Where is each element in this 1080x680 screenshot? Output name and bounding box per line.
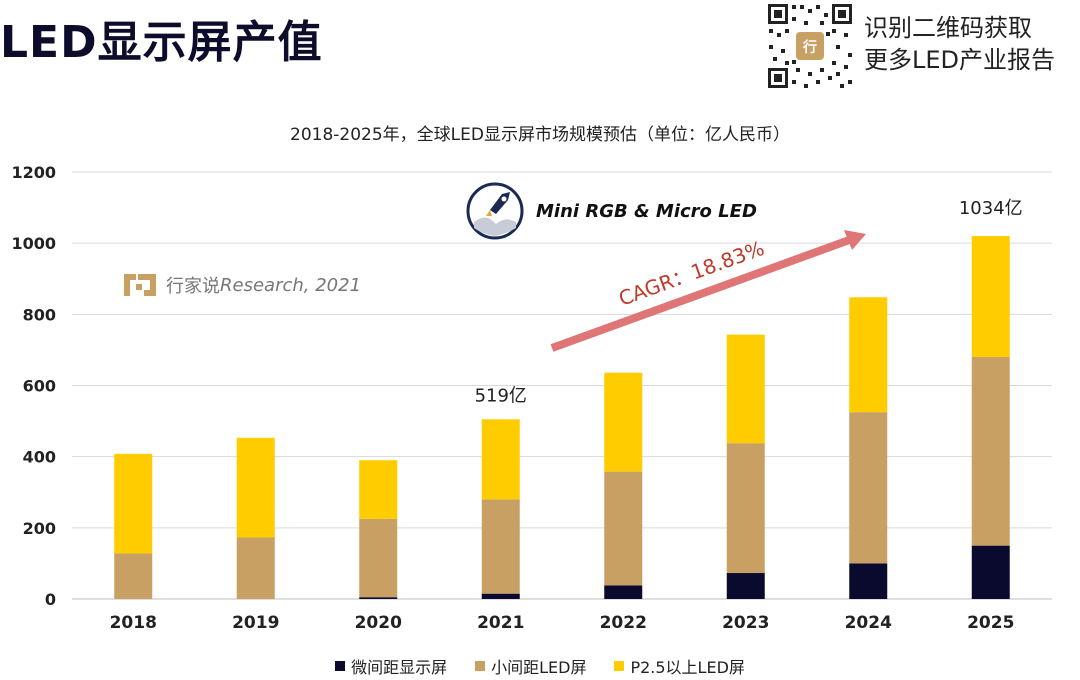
y-tick-label: 1000 [11, 234, 56, 253]
bar-segment [481, 419, 520, 500]
bar-segment [726, 334, 765, 444]
legend-item-p25: P2.5以上LED屏 [614, 654, 745, 678]
bar-segment [604, 585, 643, 599]
qr-caption-line2: 更多LED产业报告 [864, 46, 1056, 74]
bar-segment [604, 372, 643, 472]
qr-caption-line1: 识别二维码获取 [864, 14, 1032, 42]
x-tick-label: 2019 [232, 613, 279, 633]
legend-label: 微间距显示屏 [351, 658, 448, 677]
bar-segment [359, 518, 398, 598]
bar-segment [359, 597, 398, 599]
bar-segment [359, 460, 398, 519]
mini-micro-badge: Mini RGB & Micro LED [466, 182, 757, 240]
y-tick-label: 1200 [11, 163, 56, 182]
legend-swatch [614, 661, 625, 671]
watermark-cn: 行家说 [166, 276, 220, 297]
cagr-arrowhead [844, 230, 866, 250]
legend-label: P2.5以上LED屏 [630, 658, 745, 677]
rocket-icon [466, 182, 524, 240]
y-tick-label: 400 [23, 448, 56, 467]
bar-segment [849, 297, 888, 413]
x-tick-label: 2020 [355, 613, 402, 633]
x-tick-label: 2018 [110, 613, 157, 633]
chart-title: 2018-2025年，全球LED显示屏市场规模预估（单位：亿人民币） [290, 125, 790, 145]
stacked-bar-chart: 0 200 400 600 800 1000 1200 2018 2019 2020 2021 202… [11, 163, 1052, 633]
bar-segment [849, 412, 888, 564]
bar-segment [726, 443, 765, 574]
x-tick-label: 2023 [722, 613, 769, 633]
legend-item-small-pitch: 小间距LED屏 [475, 654, 586, 678]
cagr-arrow [550, 235, 854, 352]
bar-segment [114, 553, 153, 599]
bar-segment [114, 453, 153, 554]
bar-segment [481, 499, 520, 594]
legend-swatch [475, 661, 486, 671]
svg-text:行: 行 [802, 39, 817, 56]
y-tick-label: 200 [23, 519, 56, 538]
legend-item-fine-pitch: 微间距显示屏 [335, 654, 447, 678]
x-tick-label: 2022 [600, 613, 647, 633]
watermark-en: Research, 2021 [220, 274, 362, 296]
y-tick-label: 0 [45, 590, 56, 609]
data-label: 1034亿 [959, 198, 1023, 219]
data-label: 519亿 [475, 385, 527, 406]
badge-text: Mini RGB & Micro LED [536, 200, 757, 222]
y-tick-label: 800 [23, 305, 56, 324]
x-tick-label: 2024 [845, 613, 892, 633]
bar-segment [481, 593, 520, 599]
bar-segment [971, 236, 1010, 358]
bar-segment [726, 573, 765, 599]
qr-code[interactable]: 行 [766, 2, 854, 90]
bar-segment [849, 563, 888, 599]
bar-segment [236, 537, 275, 599]
bar-segment [236, 437, 275, 538]
x-tick-label: 2021 [477, 613, 524, 633]
chart-legend: 微间距显示屏 小间距LED屏 P2.5以上LED屏 [0, 654, 1080, 678]
brand-logo-icon [124, 274, 156, 296]
bar-segment [971, 545, 1010, 599]
watermark: 行家说 Research, 2021 [122, 268, 361, 302]
qr-caption: 识别二维码获取 更多LED产业报告 [864, 12, 1080, 76]
legend-label: 小间距LED屏 [491, 658, 587, 677]
page-title: LED显示屏产值 [0, 17, 323, 68]
bar-segment [971, 357, 1010, 546]
bar-segment [604, 471, 643, 586]
y-tick-label: 600 [23, 377, 56, 396]
x-tick-label: 2025 [967, 613, 1014, 633]
legend-swatch [335, 661, 346, 671]
